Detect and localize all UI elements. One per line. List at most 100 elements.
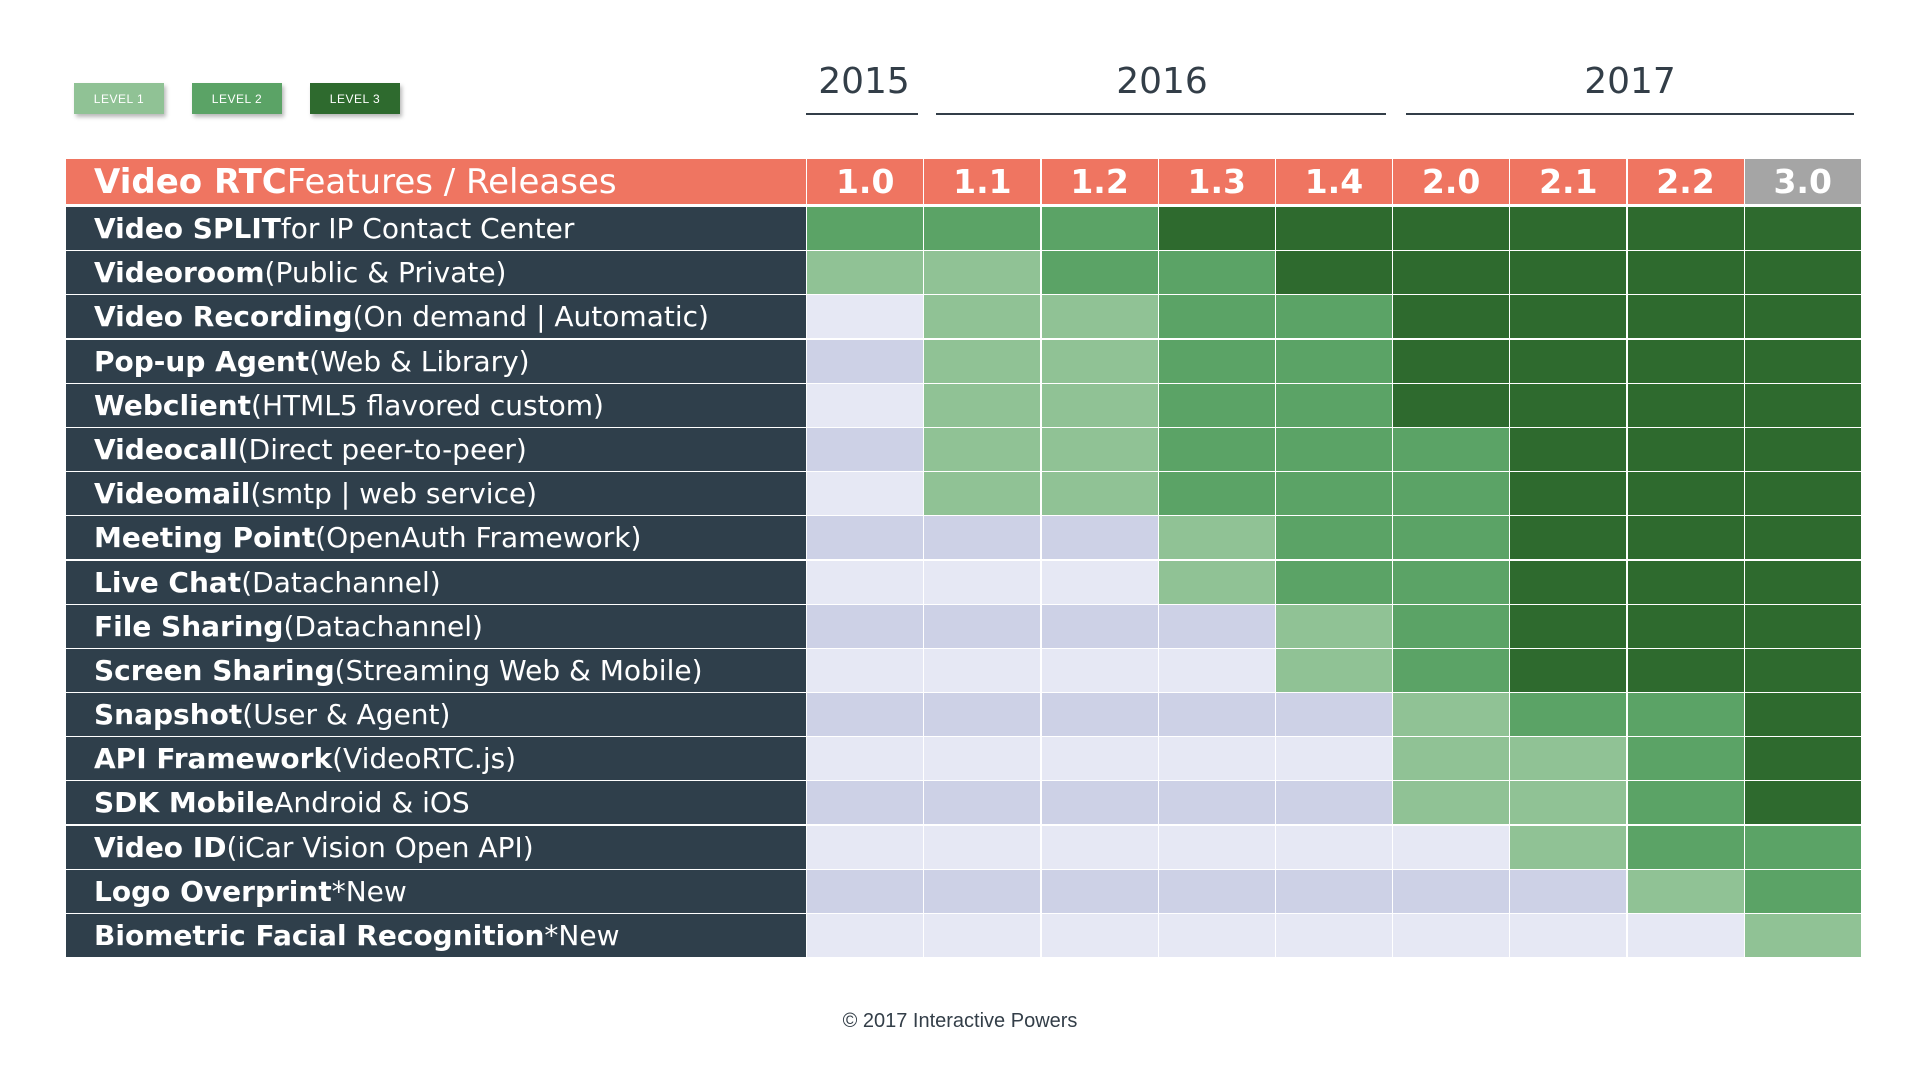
feature-row: Webclient (HTML5 flavored custom) bbox=[66, 383, 1867, 427]
feature-label: API Framework (VideoRTC.js) bbox=[66, 737, 806, 781]
feature-detail: (VideoRTC.js) bbox=[332, 742, 517, 776]
level-cell bbox=[924, 693, 1041, 737]
level-cell bbox=[924, 339, 1041, 383]
level-cell bbox=[1627, 914, 1744, 957]
release-header-1-0: 1.0 bbox=[807, 159, 924, 204]
feature-row: Video Recording (On demand | Automatic) bbox=[66, 295, 1867, 339]
level-cell bbox=[1627, 737, 1744, 781]
feature-row: API Framework (VideoRTC.js) bbox=[66, 737, 1867, 781]
level-cell bbox=[1041, 207, 1158, 250]
level-cell bbox=[807, 737, 924, 781]
level-cell bbox=[1744, 251, 1861, 295]
level-cell bbox=[1158, 560, 1275, 604]
level-cell bbox=[1744, 472, 1861, 516]
level-cell bbox=[924, 207, 1041, 250]
feature-row: Logo Overprint *New bbox=[66, 869, 1867, 913]
feature-detail: (HTML5 flavored custom) bbox=[251, 388, 604, 422]
feature-row: Meeting Point (OpenAuth Framework) bbox=[66, 516, 1867, 560]
level-cell bbox=[1744, 648, 1861, 692]
level-cell bbox=[1275, 693, 1392, 737]
level-cell bbox=[1393, 737, 1510, 781]
feature-label: Videoroom (Public & Private) bbox=[66, 251, 806, 295]
feature-detail: for IP Contact Center bbox=[280, 212, 575, 245]
feature-row: Video ID (iCar Vision Open API) bbox=[66, 825, 1867, 869]
level-cell bbox=[1041, 781, 1158, 825]
level-cell bbox=[1627, 427, 1744, 471]
level-cell bbox=[1275, 251, 1392, 295]
feature-detail: (On demand | Automatic) bbox=[352, 300, 709, 334]
level-cell bbox=[807, 251, 924, 295]
feature-label: Pop-up Agent (Web & Library) bbox=[66, 339, 806, 383]
level-cell bbox=[924, 914, 1041, 957]
level-cell bbox=[1510, 869, 1627, 913]
level-cell bbox=[1041, 383, 1158, 427]
level-cell bbox=[924, 648, 1041, 692]
level-cell bbox=[1510, 339, 1627, 383]
level-cell bbox=[1275, 781, 1392, 825]
level-cell bbox=[924, 825, 1041, 869]
header-row: Video RTC Features / Releases 1.0 1.1 1.2 1… bbox=[66, 159, 1867, 204]
level-cell bbox=[1275, 427, 1392, 471]
level-cell bbox=[1275, 869, 1392, 913]
level-cell bbox=[1158, 737, 1275, 781]
level-cell bbox=[924, 604, 1041, 648]
header-title-bold: Video RTC bbox=[94, 161, 287, 202]
level-cell bbox=[1041, 295, 1158, 339]
release-header-3-0: 3.0 bbox=[1744, 159, 1861, 204]
feature-row: Snapshot (User & Agent) bbox=[66, 693, 1867, 737]
feature-label: Meeting Point (OpenAuth Framework) bbox=[66, 516, 806, 560]
level-cell bbox=[807, 604, 924, 648]
year-2016-line bbox=[936, 113, 1386, 115]
release-header-2-2: 2.2 bbox=[1627, 159, 1744, 204]
level-cell bbox=[1744, 295, 1861, 339]
feature-name: Biometric Facial Recognition bbox=[94, 919, 545, 952]
level-cell bbox=[807, 339, 924, 383]
level-cell bbox=[1041, 825, 1158, 869]
feature-row: Pop-up Agent (Web & Library) bbox=[66, 339, 1867, 383]
level-cell bbox=[807, 427, 924, 471]
header-title: Video RTC Features / Releases bbox=[66, 159, 806, 204]
release-header-2-1: 2.1 bbox=[1510, 159, 1627, 204]
level-cell bbox=[1158, 516, 1275, 560]
level-cell bbox=[1744, 427, 1861, 471]
level-cell bbox=[1158, 604, 1275, 648]
feature-label: Screen Sharing (Streaming Web & Mobile) bbox=[66, 648, 806, 692]
feature-label: SDK Mobile Android & iOS bbox=[66, 781, 806, 825]
level-cell bbox=[807, 516, 924, 560]
level-cell bbox=[1744, 207, 1861, 250]
level-cell bbox=[1510, 295, 1627, 339]
release-header-1-1: 1.1 bbox=[924, 159, 1041, 204]
year-2016: 2016 bbox=[1116, 61, 1208, 102]
feature-label: File Sharing (Datachannel) bbox=[66, 604, 806, 648]
level-cell bbox=[1041, 737, 1158, 781]
level-cell bbox=[1393, 207, 1510, 250]
feature-name: Meeting Point bbox=[94, 521, 316, 555]
level-cell bbox=[1158, 648, 1275, 692]
level-cell bbox=[1041, 560, 1158, 604]
feature-name: Video SPLIT bbox=[94, 212, 281, 245]
level-cell bbox=[1393, 251, 1510, 295]
level-cell bbox=[1744, 693, 1861, 737]
level-cell bbox=[924, 737, 1041, 781]
level-cell bbox=[1627, 207, 1744, 250]
release-header-1-2: 1.2 bbox=[1041, 159, 1158, 204]
level-cell bbox=[1393, 604, 1510, 648]
level-cell bbox=[807, 472, 924, 516]
legend-level-1: LEVEL 1 bbox=[74, 83, 164, 114]
feature-detail: (Streaming Web & Mobile) bbox=[334, 653, 703, 687]
feature-name: Video Recording bbox=[94, 300, 353, 334]
feature-row: Videocall (Direct peer-to-peer) bbox=[66, 427, 1867, 471]
level-cell bbox=[1158, 427, 1275, 471]
feature-detail: (OpenAuth Framework) bbox=[315, 521, 642, 555]
level-cell bbox=[1510, 251, 1627, 295]
release-header-2-0: 2.0 bbox=[1393, 159, 1510, 204]
year-2017: 2017 bbox=[1584, 61, 1676, 102]
level-cell bbox=[1627, 560, 1744, 604]
level-cell bbox=[1510, 472, 1627, 516]
level-cell bbox=[924, 560, 1041, 604]
level-cell bbox=[1275, 737, 1392, 781]
level-cell bbox=[1627, 825, 1744, 869]
level-cell bbox=[1510, 516, 1627, 560]
level-cell bbox=[1744, 914, 1861, 957]
level-cell bbox=[1158, 693, 1275, 737]
